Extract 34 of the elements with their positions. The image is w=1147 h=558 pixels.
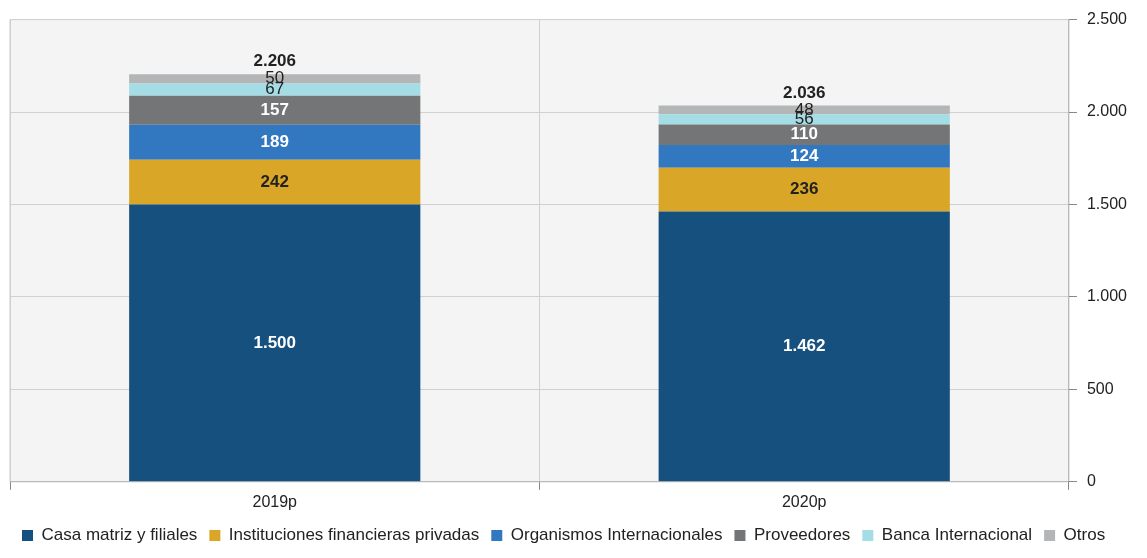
data-label: 157 — [260, 99, 289, 119]
bar — [658, 144, 950, 168]
data-label: 242 — [260, 171, 289, 191]
legend-label: Otros — [1063, 525, 1106, 545]
legend-label: Instituciones financieras privadas — [228, 525, 480, 545]
data-label: 110 — [790, 124, 818, 144]
data-label: 124 — [790, 146, 819, 166]
y-tick-label: 2.500 — [1086, 10, 1128, 28]
bar — [129, 124, 421, 160]
bar — [129, 204, 421, 482]
legend-label: Organismos Internacionales — [510, 525, 723, 545]
y-tick-label: 1.000 — [1086, 287, 1128, 305]
bar — [658, 124, 950, 145]
data-label: 1.462 — [782, 336, 826, 356]
legend-label: Proveedores — [753, 525, 851, 545]
bar — [129, 83, 421, 96]
data-label: 1.500 — [253, 332, 297, 352]
legend-label: Banca Internacional — [881, 525, 1033, 545]
total-label: 2.206 — [253, 51, 297, 71]
y-tick-label: 500 — [1086, 379, 1114, 397]
bar — [658, 114, 950, 125]
data-label: 236 — [790, 179, 819, 199]
x-tick-label: 2019p — [252, 492, 298, 510]
bar — [658, 211, 950, 482]
bar — [129, 95, 421, 125]
y-tick-label: 1.500 — [1086, 194, 1128, 212]
data-label: 189 — [260, 131, 289, 151]
x-tick-label: 2020p — [781, 492, 827, 510]
bar — [129, 159, 421, 205]
bar — [658, 167, 950, 212]
y-tick-label: 2.000 — [1086, 102, 1128, 120]
total-label: 2.036 — [782, 82, 826, 102]
y-tick-label: 0 — [1086, 472, 1096, 490]
legend-label: Casa matriz y filiales — [41, 525, 198, 545]
